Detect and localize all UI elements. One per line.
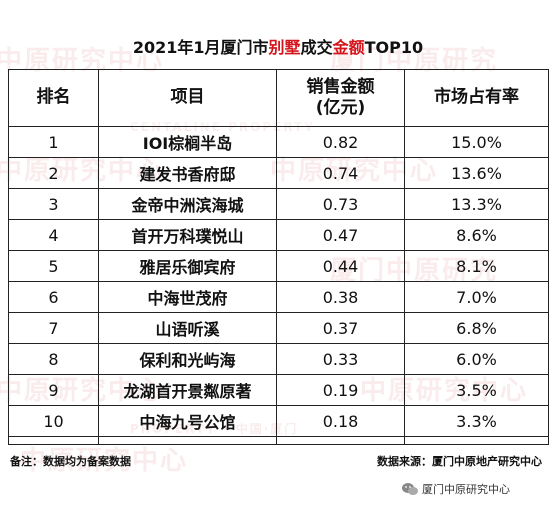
sales-cell: 0.44 bbox=[276, 250, 405, 282]
rank-cell: 7 bbox=[8, 312, 99, 344]
sales-cell: 0.73 bbox=[276, 188, 405, 220]
share-cell: 13.6% bbox=[404, 157, 549, 189]
table-row: 7 山语听溪 0.37 6.8% bbox=[8, 312, 549, 344]
project-cell: 龙湖首开景粼原著 bbox=[98, 374, 277, 406]
project-cell: 中海世茂府 bbox=[98, 281, 277, 313]
rank-cell: 3 bbox=[8, 188, 99, 220]
project-cell: 保利和光屿海 bbox=[98, 343, 277, 375]
table-row: 9 龙湖首开景粼原著 0.19 3.5% bbox=[8, 374, 549, 406]
table-row: 10 中海九号公馆 0.18 3.3% bbox=[8, 405, 549, 437]
table-body: 1 IOI棕榈半岛 0.82 15.0% 2 建发书香府邸 0.74 13.6% 3 金帝中洲滨海… bbox=[8, 126, 549, 445]
rank-cell: 10 bbox=[8, 405, 99, 437]
wechat-badge: 厦门中原研究中心 bbox=[398, 480, 514, 498]
sales-cell: 0.82 bbox=[276, 126, 405, 158]
share-cell: 8.1% bbox=[404, 250, 549, 282]
share-cell: 3.5% bbox=[404, 374, 549, 406]
wechat-icon bbox=[402, 482, 418, 496]
header-rank: 排名 bbox=[8, 69, 99, 127]
footer: 备注：数据均为备案数据 数据来源：厦门中原地产研究中心 bbox=[0, 453, 556, 469]
project-cell: 雅居乐御宾府 bbox=[98, 250, 277, 282]
table-row: 2 建发书香府邸 0.74 13.6% bbox=[8, 157, 549, 189]
rank-cell: 9 bbox=[8, 374, 99, 406]
header-sales-line1: 销售金额 bbox=[306, 76, 375, 97]
rank-cell: 1 bbox=[8, 126, 99, 158]
title-highlight: 别墅 bbox=[268, 38, 301, 57]
page-title: 2021年1月厦门市别墅成交金额TOP10 bbox=[0, 34, 556, 58]
share-cell: 15.0% bbox=[404, 126, 549, 158]
sales-cell: 0.47 bbox=[276, 219, 405, 251]
spacer-cell bbox=[98, 436, 277, 445]
share-cell: 3.3% bbox=[404, 405, 549, 437]
table-header-row: 排名 项目 销售金额 (亿元) 市场占有率 bbox=[8, 69, 549, 127]
sales-cell: 0.19 bbox=[276, 374, 405, 406]
table-row: 6 中海世茂府 0.38 7.0% bbox=[8, 281, 549, 313]
footer-source: 数据来源：厦门中原地产研究中心 bbox=[377, 455, 542, 468]
project-cell: 山语听溪 bbox=[98, 312, 277, 344]
project-cell: 金帝中洲滨海城 bbox=[98, 188, 277, 220]
project-cell: 建发书香府邸 bbox=[98, 157, 277, 189]
header-sales-line2: (亿元) bbox=[315, 98, 366, 118]
share-cell: 7.0% bbox=[404, 281, 549, 313]
sales-cell: 0.37 bbox=[276, 312, 405, 344]
sales-cell: 0.33 bbox=[276, 343, 405, 375]
share-cell: 6.8% bbox=[404, 312, 549, 344]
title-part: 2021年1月厦门市 bbox=[132, 38, 269, 57]
wechat-label: 厦门中原研究中心 bbox=[422, 483, 510, 496]
rank-cell: 4 bbox=[8, 219, 99, 251]
title-highlight: 金额 bbox=[332, 38, 365, 57]
table-row: 5 雅居乐御宾府 0.44 8.1% bbox=[8, 250, 549, 282]
spacer-cell bbox=[404, 436, 549, 445]
table-row: 1 IOI棕榈半岛 0.82 15.0% bbox=[8, 126, 549, 158]
spacer-cell bbox=[276, 436, 405, 445]
rank-cell: 8 bbox=[8, 343, 99, 375]
project-cell: IOI棕榈半岛 bbox=[98, 126, 277, 158]
table-spacer-row bbox=[8, 436, 549, 445]
project-cell: 中海九号公馆 bbox=[98, 405, 277, 437]
ranking-table: 排名 项目 销售金额 (亿元) 市场占有率 1 IOI棕榈半岛 0.82 15.0% 2… bbox=[8, 69, 549, 445]
header-share: 市场占有率 bbox=[404, 69, 549, 127]
share-cell: 8.6% bbox=[404, 219, 549, 251]
rank-cell: 5 bbox=[8, 250, 99, 282]
header-project: 项目 bbox=[98, 69, 277, 127]
sales-cell: 0.74 bbox=[276, 157, 405, 189]
footer-note: 备注：数据均为备案数据 bbox=[10, 455, 131, 468]
spacer-cell bbox=[8, 436, 99, 445]
share-cell: 13.3% bbox=[404, 188, 549, 220]
table-row: 4 首开万科璞悦山 0.47 8.6% bbox=[8, 219, 549, 251]
table-row: 8 保利和光屿海 0.33 6.0% bbox=[8, 343, 549, 375]
header-sales: 销售金额 (亿元) bbox=[276, 69, 405, 127]
project-cell: 首开万科璞悦山 bbox=[98, 219, 277, 251]
rank-cell: 6 bbox=[8, 281, 99, 313]
share-cell: 6.0% bbox=[404, 343, 549, 375]
sales-cell: 0.18 bbox=[276, 405, 405, 437]
sales-cell: 0.38 bbox=[276, 281, 405, 313]
table-row: 3 金帝中洲滨海城 0.73 13.3% bbox=[8, 188, 549, 220]
title-part: 成交 bbox=[300, 38, 333, 57]
title-part: TOP10 bbox=[364, 38, 424, 57]
rank-cell: 2 bbox=[8, 157, 99, 189]
